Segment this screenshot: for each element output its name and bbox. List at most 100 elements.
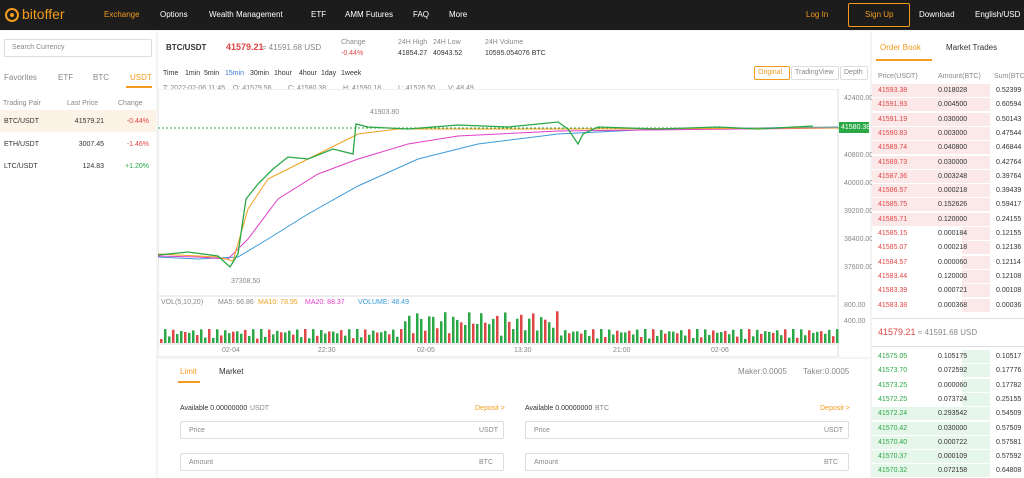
depth-bar xyxy=(872,450,990,464)
nav-item[interactable]: ETF xyxy=(311,10,327,19)
volume-bar xyxy=(744,338,747,343)
markets-panel: Search Currency Favorites ETF BTC USDT Tradi… xyxy=(0,31,156,478)
nav-item[interactable]: Wealth Management xyxy=(209,10,283,19)
book-price: 41585.07 xyxy=(878,244,908,252)
ma10 xyxy=(158,127,839,262)
market-tab[interactable]: ETF xyxy=(58,73,74,82)
vol-tick: 800.00 xyxy=(844,302,866,309)
nav-item[interactable]: FAQ xyxy=(413,10,430,19)
book-amount: 0.120000 xyxy=(938,215,968,223)
login[interactable]: Log In xyxy=(806,10,829,19)
book-price: 41589.74 xyxy=(878,144,908,152)
book-price: 41570.42 xyxy=(878,424,908,432)
book-amount: 0.000722 xyxy=(938,438,968,446)
volume-bar xyxy=(188,332,191,343)
volume-bar xyxy=(240,333,243,343)
view-button[interactable]: Original xyxy=(754,66,790,80)
tab-market[interactable]: Market xyxy=(219,367,244,376)
nav-item[interactable]: Options xyxy=(160,10,188,19)
depth-bar xyxy=(962,364,990,378)
input-amount[interactable]: Amount BTC xyxy=(525,453,849,471)
vol-label: MA20: 88.37 xyxy=(305,299,345,306)
ma30 xyxy=(158,127,839,260)
volume-bar xyxy=(736,336,739,343)
volume-bar xyxy=(604,336,607,343)
interval[interactable]: Time xyxy=(163,70,179,77)
interval[interactable]: 15min xyxy=(225,70,245,77)
book-header: Amount(BTC) xyxy=(938,73,981,80)
market-tab[interactable]: USDT xyxy=(130,73,152,82)
book-price: 41583.39 xyxy=(878,287,908,295)
nav-item[interactable]: More xyxy=(449,10,468,19)
volume-bar xyxy=(524,330,527,343)
logo-icon xyxy=(5,8,19,22)
interval[interactable]: 4hour xyxy=(299,70,317,77)
book-sum: 0.17776 xyxy=(996,367,1022,375)
book-price: 41585.15 xyxy=(878,230,908,237)
language[interactable]: English/USD xyxy=(975,10,1021,19)
price-tick: 40800.00 xyxy=(844,152,874,159)
volume-bar xyxy=(456,319,459,343)
volume-bar xyxy=(768,331,771,343)
volume-bar xyxy=(428,316,431,343)
book-sum: 0.12136 xyxy=(996,244,1022,252)
volume-bar xyxy=(512,329,515,343)
tab-trades[interactable]: Market Trades xyxy=(946,43,998,52)
volume-bar xyxy=(424,330,427,343)
tab-orderbook[interactable]: Order Book xyxy=(880,43,921,52)
interval[interactable]: 1min xyxy=(185,70,201,77)
nav-item[interactable]: AMM Futures xyxy=(345,10,394,19)
volume-bar xyxy=(272,334,275,343)
download[interactable]: Download xyxy=(919,10,955,19)
high-note: 41903.80 xyxy=(370,109,400,116)
pair[interactable]: ETH/USDT xyxy=(4,140,39,148)
volume-bar xyxy=(548,322,551,343)
volume-bar xyxy=(532,313,535,343)
interval[interactable]: 1day xyxy=(321,70,337,77)
depth-bar xyxy=(872,112,990,126)
book-price: 41593.38 xyxy=(878,87,908,94)
volume-bar xyxy=(168,336,171,343)
view-button[interactable]: TradingView xyxy=(791,66,839,80)
volume-bar xyxy=(376,332,379,343)
market-tab[interactable]: BTC xyxy=(93,73,109,82)
interval[interactable]: 1week xyxy=(341,70,362,77)
volume-bar xyxy=(528,318,531,343)
vol-label: MA10: 78.95 xyxy=(258,299,298,306)
volume-bar xyxy=(348,329,351,343)
logo[interactable]: bitoffer xyxy=(22,6,65,22)
volume-bar xyxy=(812,333,815,343)
deposit[interactable]: Deposit > xyxy=(820,405,850,412)
volume-bar xyxy=(260,329,263,343)
column-header: Last Price xyxy=(67,100,99,107)
volume-bar xyxy=(824,333,827,343)
input-price[interactable]: Price USDT xyxy=(180,421,504,439)
interval[interactable]: 1hour xyxy=(274,70,292,77)
pair[interactable]: LTC/USDT xyxy=(4,163,38,170)
pair[interactable]: BTC/USDT xyxy=(4,118,39,125)
price-unit: USDT xyxy=(479,427,499,434)
interval[interactable]: 5min xyxy=(204,70,220,77)
tab-limit[interactable]: Limit xyxy=(180,367,197,376)
deposit[interactable]: Deposit > xyxy=(475,405,505,412)
input-amount[interactable]: Amount BTC xyxy=(180,453,504,471)
depth-bar xyxy=(962,269,990,283)
book-sum: 0.12108 xyxy=(996,272,1022,280)
book-price: 41591.93 xyxy=(878,101,908,109)
nav-item[interactable]: Exchange xyxy=(104,10,140,19)
volume-bar xyxy=(388,334,391,343)
view-button[interactable]: Depth xyxy=(840,66,868,80)
search-box[interactable]: Search Currency xyxy=(4,39,152,57)
low-note: 37308.50 xyxy=(231,278,261,285)
price-tick: 40000.00 xyxy=(844,180,874,187)
available: Available 0.00000000 xyxy=(525,405,593,412)
input-price[interactable]: Price USDT xyxy=(525,421,849,439)
market-tab[interactable]: Favorites xyxy=(4,73,37,82)
book-sum: 0.42764 xyxy=(996,158,1022,166)
book-sum: 0.12114 xyxy=(996,258,1021,266)
signup-button[interactable]: Sign Up xyxy=(848,3,910,27)
volume-bar xyxy=(208,329,211,343)
volume-bar xyxy=(356,329,359,343)
stat-label: Change xyxy=(341,39,366,46)
interval[interactable]: 30min xyxy=(250,70,270,77)
